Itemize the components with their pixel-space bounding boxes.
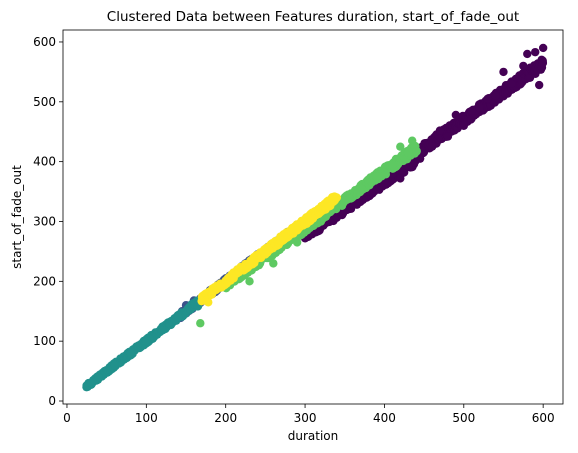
data-point xyxy=(507,79,516,89)
data-point xyxy=(316,217,326,226)
data-point xyxy=(158,326,167,335)
data-point xyxy=(372,172,381,181)
data-point xyxy=(538,58,548,68)
y-tick-label: 400 xyxy=(33,155,56,169)
y-tick-label: 600 xyxy=(33,35,56,49)
data-point xyxy=(491,91,500,101)
y-axis-label: start_of_fade_out xyxy=(10,165,24,269)
data-point xyxy=(261,250,270,259)
y-tick-label: 200 xyxy=(33,274,56,288)
x-tick-label: 400 xyxy=(373,411,396,425)
data-point xyxy=(173,313,183,322)
data-point xyxy=(204,298,213,307)
data-point xyxy=(412,147,421,156)
data-point xyxy=(277,236,286,245)
data-point xyxy=(292,226,302,235)
ticks-layer: 0 100 200 300 400 500 600 0 100 200 300 400 500 600 xyxy=(33,35,555,425)
data-point xyxy=(217,283,226,292)
data-point xyxy=(499,67,508,77)
data-point xyxy=(196,319,205,328)
data-point xyxy=(356,184,365,193)
data-point xyxy=(443,132,453,141)
data-point xyxy=(467,106,476,115)
x-tick-label: 200 xyxy=(214,411,237,425)
x-tick-label: 100 xyxy=(135,411,158,425)
x-tick-label: 0 xyxy=(63,411,71,425)
data-point xyxy=(245,277,254,286)
data-point xyxy=(427,142,437,151)
x-tick-label: 600 xyxy=(532,411,555,425)
chart-title: Clustered Data between Features duration… xyxy=(107,9,519,25)
data-point xyxy=(531,47,540,57)
data-point xyxy=(451,110,461,120)
data-point xyxy=(523,49,532,59)
data-point xyxy=(245,260,254,269)
data-point xyxy=(483,94,492,104)
data-point xyxy=(404,148,413,157)
y-tick-label: 300 xyxy=(33,214,56,228)
points-layer xyxy=(82,43,548,392)
x-tick-label: 500 xyxy=(452,411,475,425)
data-point xyxy=(269,259,278,268)
data-point xyxy=(519,61,528,71)
y-tick-label: 500 xyxy=(33,95,56,109)
y-tick-label: 0 xyxy=(48,394,56,408)
data-point xyxy=(126,348,135,358)
data-point xyxy=(324,202,334,211)
data-point xyxy=(435,126,445,135)
data-point xyxy=(408,136,417,145)
y-tick-label: 100 xyxy=(33,334,56,348)
data-point xyxy=(396,174,405,183)
data-point xyxy=(110,360,119,370)
data-point xyxy=(292,238,302,247)
data-point xyxy=(396,142,405,151)
x-tick-label: 300 xyxy=(294,411,317,425)
data-point xyxy=(475,103,484,112)
data-point xyxy=(415,154,425,163)
data-point xyxy=(404,162,413,171)
data-point xyxy=(340,196,349,205)
data-point xyxy=(459,121,468,130)
data-point xyxy=(534,80,544,90)
data-point xyxy=(538,43,548,53)
data-point xyxy=(86,378,95,388)
data-point xyxy=(308,214,318,223)
x-axis-label: duration xyxy=(288,429,339,443)
data-point xyxy=(142,336,151,346)
data-point xyxy=(94,372,103,382)
data-point xyxy=(388,160,397,169)
data-point xyxy=(332,193,342,202)
data-point xyxy=(229,274,238,283)
plot-frame xyxy=(62,29,564,405)
